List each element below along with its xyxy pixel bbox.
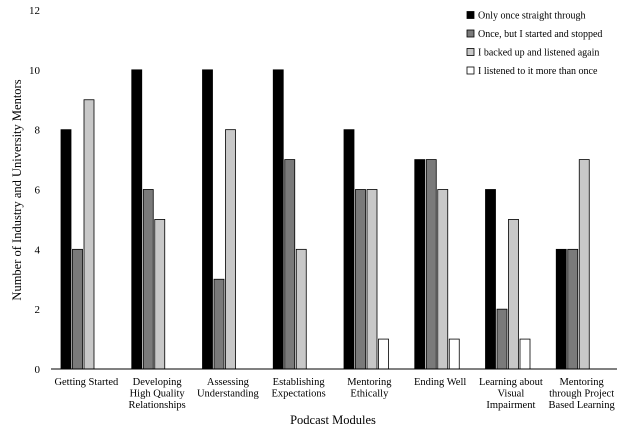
legend-label: Once, but I started and stopped (478, 29, 602, 40)
category-label-line: Ethically (350, 389, 389, 400)
category-label: Mentoring through Project Based Learning (549, 377, 616, 411)
y-tick-label: 12 (29, 5, 40, 17)
bar-4-5 (378, 338, 389, 370)
bar-1-8 (555, 248, 567, 370)
category-label-line: Ending Well (414, 377, 466, 388)
x-axis-title: Podcast Modules (290, 413, 376, 427)
category-label-line: Getting Started (54, 377, 119, 388)
category-label-line: Assessing (207, 377, 250, 388)
bar-3-4 (295, 248, 307, 370)
bar-2-3 (213, 278, 225, 370)
category-label-line: Based Learning (549, 400, 616, 411)
category-label: Mentoring Ethically (347, 377, 392, 400)
bar-2-8 (567, 248, 579, 370)
bar-3-8 (578, 159, 590, 370)
category-label-line: Expectations (272, 389, 326, 400)
legend-swatch (466, 29, 475, 38)
bar-2-4 (284, 159, 296, 370)
y-tick-label: 8 (35, 125, 41, 137)
category-label: Learning about Visual Impairment (479, 377, 543, 411)
category-label: Getting Started (54, 377, 119, 388)
bar-4-7 (519, 338, 531, 370)
legend: Only once straight through Once, but I st… (466, 11, 602, 77)
x-tick-labels: Getting Started Developing High Quality Rel… (54, 377, 615, 411)
legend-swatch (466, 11, 475, 19)
category-label-line: Visual (497, 389, 524, 400)
bar-2-2 (142, 189, 154, 370)
category-label: Ending Well (414, 377, 466, 388)
legend-swatch (466, 48, 475, 56)
bar-3-1 (83, 99, 95, 370)
bar-2-7 (496, 308, 508, 370)
y-tick-label: 4 (35, 244, 41, 256)
bar-marks (60, 69, 590, 370)
y-tick-label: 0 (35, 364, 41, 376)
y-tick-label: 10 (29, 65, 41, 77)
bar-2-6 (425, 159, 437, 370)
category-label-line: Understanding (197, 389, 260, 400)
y-axis-ticks: 0 2 4 6 8 10 12 (29, 5, 41, 376)
category-label-line: Relationships (129, 400, 186, 411)
y-tick-label: 2 (35, 304, 41, 316)
y-axis-title: Number of Industry and University Mentor… (10, 79, 24, 300)
legend-label: I listened to it more than once (478, 66, 598, 77)
bar-4-6 (448, 338, 460, 370)
bar-3-5 (366, 189, 378, 370)
bar-3-6 (437, 189, 449, 370)
category-label-line: Establishing (273, 377, 326, 388)
legend-swatch (466, 66, 475, 75)
category-label: Establishing Expectations (272, 377, 326, 400)
category-label-line: Mentoring (559, 377, 604, 388)
category-label-line: High Quality (130, 389, 186, 400)
bar-1-6 (414, 159, 426, 370)
bar-3-7 (508, 219, 519, 370)
category-label-line: Learning about (479, 377, 543, 388)
bar-3-3 (225, 129, 236, 370)
category-label-line: Impairment (486, 400, 535, 411)
bar-1-1 (60, 129, 72, 370)
bar-1-5 (343, 129, 355, 370)
category-label-line: Developing (133, 377, 183, 388)
legend-label: Only once straight through (478, 11, 585, 22)
bar-1-3 (202, 69, 213, 370)
y-tick-label: 6 (35, 185, 41, 197)
bar-1-2 (131, 69, 143, 370)
bar-2-1 (72, 248, 83, 370)
bar-1-7 (485, 189, 496, 370)
bar-1-4 (272, 69, 284, 370)
category-label: Assessing Understanding (197, 377, 260, 400)
bar-3-2 (154, 219, 166, 370)
category-label: Developing High Quality Relationships (129, 377, 186, 411)
category-label-line: through Project (549, 389, 614, 400)
bar-2-5 (355, 189, 366, 370)
legend-label: I backed up and listened again (478, 48, 599, 59)
category-label-line: Mentoring (347, 377, 392, 388)
